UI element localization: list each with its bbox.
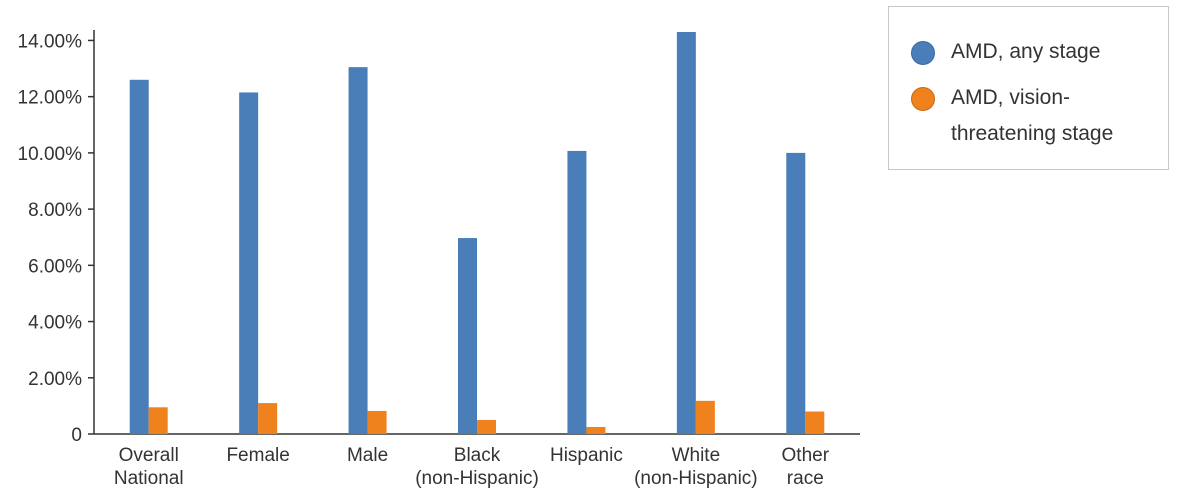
legend-swatch-orange [911,87,935,111]
x-category-label: Black (non-Hispanic) [415,445,539,489]
bar-vision-threatening [805,411,825,434]
bar-vision-threatening [148,407,168,434]
x-category-label-line: (non-Hispanic) [634,468,758,489]
x-category-label-line: Male [347,445,388,466]
x-category-label-line: White [672,445,721,466]
legend: AMD, any stage AMD, vision- threatening … [888,6,1169,170]
x-category-label-line: race [787,468,824,489]
x-category-label-line: (non-Hispanic) [415,468,539,489]
x-category-label: White (non-Hispanic) [634,445,758,489]
x-category-label: Male [347,445,388,466]
bar-any-stage [567,150,587,435]
x-category-label-line: Overall [119,445,179,466]
y-tick-label: 2.00% [28,369,82,390]
legend-item-any-stage: AMD, any stage [911,39,1100,70]
x-category-label-line: Other [782,445,830,466]
legend-item-vision-threatening: AMD, vision- threatening stage [911,85,1113,152]
y-axis: 0 2.00% 4.00% 6.00% 8.00% 10.00% 12.00% 14.00% [18,30,95,446]
y-tick-label: 10.00% [18,144,83,165]
legend-label-vision-threatening-line2: threatening stage [951,122,1114,145]
bar-any-stage [676,32,696,434]
bar-any-stage [458,238,477,434]
bar-vision-threatening [695,400,715,434]
y-tick-label: 6.00% [28,256,82,277]
bar-any-stage [348,67,368,434]
y-tick-label: 12.00% [18,88,83,109]
bar-vision-threatening [586,426,606,434]
bars [129,32,825,435]
bar-vision-threatening [258,403,278,434]
x-category-label-line: Hispanic [550,445,623,466]
bar-any-stage [239,92,259,435]
x-category-label-line: Black [454,445,501,466]
x-category-label-line: National [114,468,184,489]
y-tick-label: 14.00% [18,31,83,52]
legend-swatch-blue [911,41,935,65]
x-category-label: Hispanic [550,445,623,466]
bar-chart: 02.00%4.00%6.00%8.00%10.00%12.00%14.00% … [18,30,860,489]
y-tick-label: 8.00% [28,200,82,221]
bar-any-stage [786,152,806,435]
bar-any-stage [129,79,149,434]
x-category-label-line: Female [226,445,289,466]
bar-vision-threatening [477,419,496,434]
x-category-label: Female [226,445,289,466]
x-category-label: Other race [782,445,830,489]
legend-label-vision-threatening-line1: AMD, vision- [951,86,1071,109]
y-tick-label: 0 [71,425,82,446]
bar-vision-threatening [367,410,387,434]
y-tick-label: 4.00% [28,313,82,334]
x-category-label: Overall National [114,445,184,489]
legend-label-any-stage: AMD, any stage [951,40,1101,63]
